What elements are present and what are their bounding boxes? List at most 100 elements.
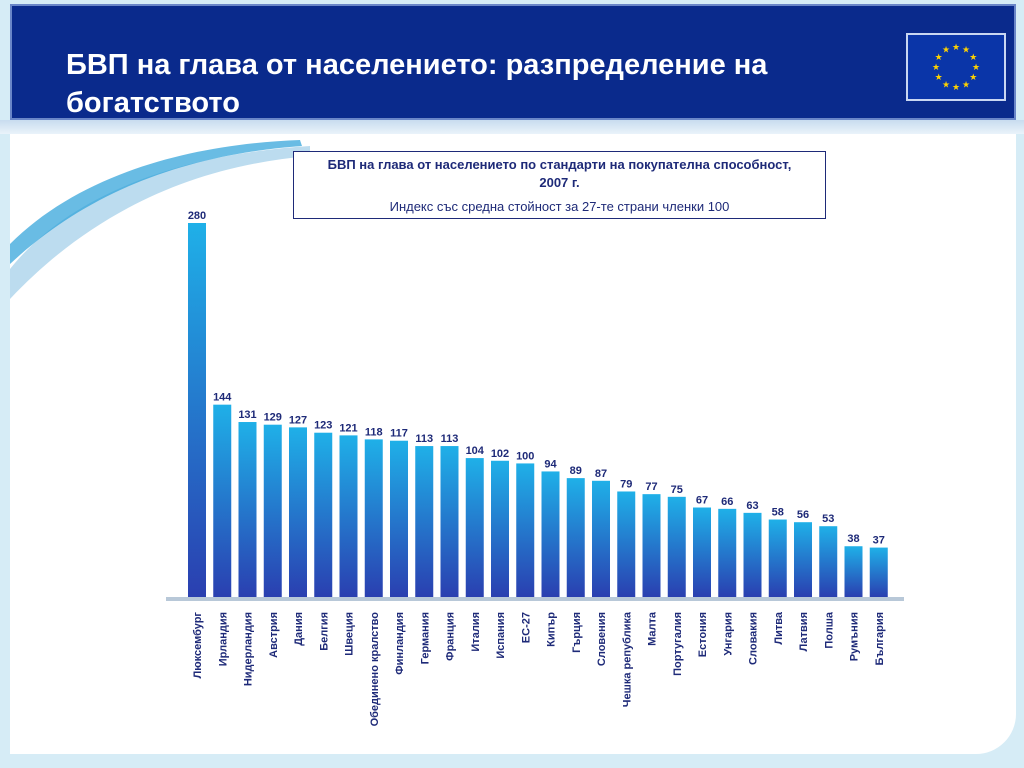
bar-4 <box>289 427 307 597</box>
bar-5 <box>314 432 333 597</box>
legend-subtitle: Индекс със средна стойност за 27-те стра… <box>389 199 730 214</box>
decorative-swoosh <box>10 140 310 299</box>
bar-15 <box>566 478 585 597</box>
category-label: Чешка република <box>621 611 633 707</box>
category-label: Малта <box>647 611 659 646</box>
category-label: Обединено кралство <box>369 612 381 727</box>
flag-star-icon: ★ <box>942 46 950 56</box>
bar-1 <box>213 404 232 597</box>
bar-17 <box>617 491 636 597</box>
category-label: Естония <box>697 612 709 657</box>
bar-8 <box>390 440 408 597</box>
bar-value-label: 123 <box>314 420 332 432</box>
content-panel <box>10 134 1016 754</box>
chart-legend-box: БВП на глава от населението по стандарти… <box>293 151 826 219</box>
bar-value-label: 118 <box>365 426 383 438</box>
category-label: Португалия <box>672 612 684 676</box>
bar-value-label: 37 <box>873 535 885 547</box>
bar-value-label: 87 <box>595 468 607 480</box>
bar-value-label: 94 <box>544 458 557 470</box>
bar-value-label: 67 <box>696 495 708 507</box>
category-label: Словакия <box>748 612 760 665</box>
category-label: Франция <box>445 612 457 661</box>
eu-flag-icon: ★ ★ ★ ★ ★ ★ ★ ★ ★ ★ ★ ★ <box>906 33 1006 101</box>
bar-value-label: 104 <box>466 445 485 457</box>
flag-star-icon: ★ <box>942 80 950 90</box>
bar-3 <box>263 424 282 597</box>
flag-star-icon: ★ <box>932 63 940 73</box>
category-label: Нидерландия <box>243 612 255 686</box>
bar-10 <box>440 446 459 597</box>
bar-19 <box>667 496 686 597</box>
bar-value-label: 38 <box>847 533 859 545</box>
category-label: Испания <box>495 612 507 659</box>
bar-14 <box>541 471 560 597</box>
flag-star-icon: ★ <box>952 83 960 93</box>
category-label: Гърция <box>571 612 583 653</box>
bar-13 <box>516 463 535 597</box>
bar-0 <box>188 223 206 597</box>
category-label: Кипър <box>546 612 558 647</box>
bar-21 <box>718 508 737 597</box>
category-label: Латвия <box>798 612 810 651</box>
flag-star-icon: ★ <box>935 53 943 63</box>
header-divider <box>0 120 1024 134</box>
flag-star-icon: ★ <box>962 80 970 90</box>
category-label: Италия <box>470 612 482 652</box>
bar-value-label: 144 <box>213 392 232 404</box>
bar-value-label: 100 <box>516 450 534 462</box>
bar-value-label: 53 <box>822 513 834 525</box>
bar-value-label: 113 <box>441 433 459 445</box>
category-label: Ирландия <box>217 612 229 666</box>
flag-star-icon: ★ <box>935 73 943 83</box>
bar-value-label: 56 <box>797 509 809 521</box>
bar-value-label: 131 <box>238 409 256 421</box>
bar-7 <box>364 439 383 597</box>
category-label: Белгия <box>318 612 330 651</box>
bar-2 <box>238 422 257 597</box>
category-label: Полша <box>823 611 835 649</box>
category-label: Люксембург <box>192 612 204 679</box>
bar-value-label: 102 <box>491 448 509 460</box>
bar-value-label: 127 <box>289 414 307 426</box>
bar-value-label: 113 <box>415 433 433 445</box>
flag-star-icon: ★ <box>969 73 977 83</box>
bar-18 <box>642 494 661 597</box>
category-label: Дания <box>293 612 305 646</box>
bar-value-label: 79 <box>620 478 632 490</box>
category-label: България <box>874 612 886 666</box>
bar-22 <box>743 512 762 597</box>
legend-title: БВП на глава от населението по стандарти… <box>327 157 792 190</box>
category-label: Швеция <box>344 612 356 656</box>
bar-27 <box>869 547 888 597</box>
bar-24 <box>794 522 812 597</box>
bar-value-label: 75 <box>671 484 683 496</box>
bar-value-label: 66 <box>721 496 733 508</box>
bar-value-label: 89 <box>570 465 582 477</box>
bar-6 <box>339 435 358 597</box>
page-title: БВП на глава от населението: разпределен… <box>66 49 768 119</box>
bar-23 <box>768 519 787 597</box>
bar-value-label: 121 <box>339 422 357 434</box>
flag-star-icon: ★ <box>952 43 960 53</box>
bar-12 <box>491 460 509 597</box>
category-label: Австрия <box>268 612 280 658</box>
flag-star-icon: ★ <box>962 46 970 56</box>
bar-value-label: 129 <box>264 412 282 424</box>
category-label: ЕС-27 <box>520 612 532 643</box>
category-label: Словения <box>596 612 608 666</box>
bar-26 <box>844 546 863 597</box>
bar-25 <box>819 526 838 597</box>
category-label: Унгария <box>722 612 734 656</box>
bar-16 <box>592 480 610 597</box>
title-bar: БВП на глава от населението: разпределен… <box>10 4 1016 120</box>
bar-value-label: 58 <box>772 507 784 519</box>
bar-value-label: 63 <box>746 500 758 512</box>
bar-value-label: 117 <box>390 428 408 440</box>
bar-value-label: 280 <box>188 210 206 222</box>
bar-11 <box>465 458 484 597</box>
bar-value-label: 77 <box>645 481 657 493</box>
category-label: Румъния <box>849 612 861 661</box>
flag-star-icon: ★ <box>969 53 977 63</box>
